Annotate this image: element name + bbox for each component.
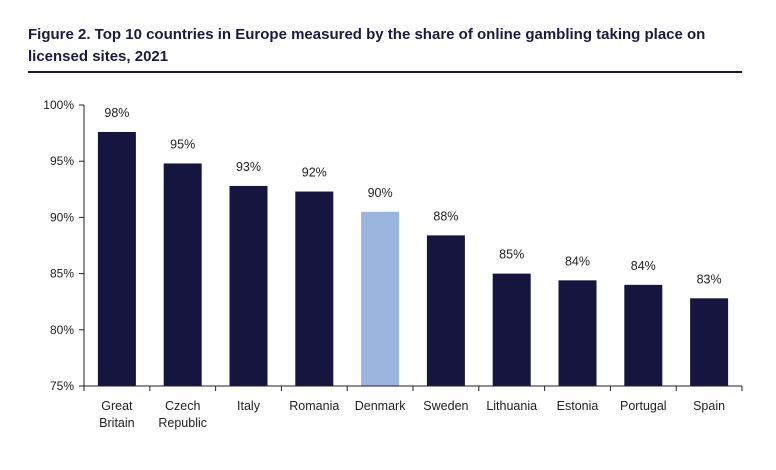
x-tick-label: Italy [237, 399, 261, 413]
data-label: 93% [236, 160, 261, 174]
x-tick-label: Romania [289, 399, 339, 413]
x-tick-label-line: Romania [289, 399, 339, 413]
data-label: 98% [104, 106, 129, 120]
x-tick-label-line: Portugal [620, 399, 667, 413]
y-tick-label: 85% [50, 267, 74, 281]
data-label: 88% [433, 209, 458, 223]
x-tick-label-line: Spain [693, 399, 725, 413]
bar [163, 163, 202, 386]
data-label: 95% [170, 137, 195, 151]
bar [426, 235, 465, 386]
x-tick-label: Sweden [423, 399, 468, 413]
y-tick-label: 100% [43, 98, 74, 112]
x-tick-label-line: Sweden [423, 399, 468, 413]
x-tick-label-line: Britain [99, 416, 134, 430]
bar [97, 131, 136, 386]
bar [558, 280, 597, 386]
bar [690, 298, 729, 386]
x-tick-label-line: Italy [237, 399, 261, 413]
y-tick-label: 95% [50, 154, 74, 168]
data-label: 83% [697, 272, 722, 286]
x-tick-label: Portugal [620, 399, 667, 413]
x-tick-label: Czech Republic [158, 399, 207, 430]
chart-title: Figure 2. Top 10 countries in Europe mea… [28, 26, 706, 65]
x-tick-label: Denmark [355, 399, 406, 413]
y-axis: 75% 80% 85% 90% 95% 100% [43, 98, 85, 393]
bar [361, 211, 400, 386]
x-tick-label-line: Lithuania [486, 399, 537, 413]
x-tick-label-line: Estonia [557, 399, 599, 413]
bar [624, 284, 663, 386]
x-axis: Great Britain Czech Republic Italy Romania Den… [83, 385, 743, 430]
x-tick-label-line: Republic [158, 416, 207, 430]
data-label: 85% [499, 248, 524, 262]
x-tick-label: Estonia [557, 399, 599, 413]
data-label: 90% [368, 186, 393, 200]
x-tick-label: Lithuania [486, 399, 537, 413]
data-label: 84% [631, 259, 656, 273]
bar [229, 185, 268, 386]
y-tick-label: 90% [50, 210, 74, 224]
data-label: 92% [302, 166, 327, 180]
bar [295, 191, 334, 386]
x-tick-label-line: Denmark [355, 399, 406, 413]
bar [492, 273, 531, 386]
x-tick-label-line: Czech [165, 399, 200, 413]
x-tick-label: Great Britain [99, 399, 134, 430]
x-tick-label: Spain [693, 399, 725, 413]
bars: 98% 95% 93% 92% 90% 88% 85% 84% 84% 83% [97, 106, 729, 386]
y-tick-label: 80% [50, 323, 74, 337]
x-tick-label-line: Great [101, 399, 133, 413]
y-tick-label: 75% [50, 379, 74, 393]
title-rule [28, 71, 742, 73]
data-label: 84% [565, 254, 590, 268]
